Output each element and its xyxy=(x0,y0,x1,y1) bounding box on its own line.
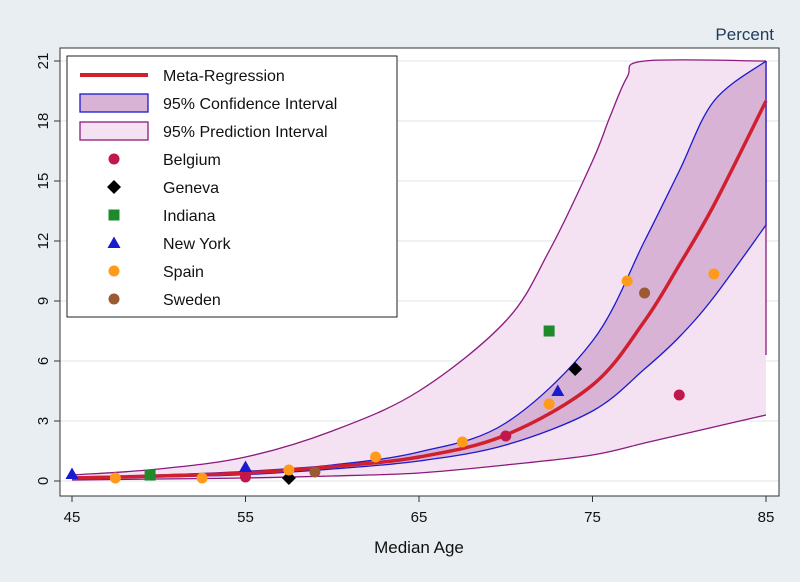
legend-label-pi: 95% Prediction Interval xyxy=(163,124,328,141)
point-new-york xyxy=(239,460,252,472)
y-tick-label: 15 xyxy=(35,173,52,190)
point-sweden xyxy=(309,466,321,478)
point-spain xyxy=(283,464,295,476)
point-new-york xyxy=(551,384,565,396)
point-geneva xyxy=(281,471,296,485)
x-tick-label: 65 xyxy=(411,509,428,526)
point-belgium xyxy=(240,471,251,483)
legend-label-series: Indiana xyxy=(163,208,216,225)
point-spain xyxy=(196,472,208,484)
legend-label-ci: 95% Confidence Interval xyxy=(163,96,337,113)
y-tick-label: 18 xyxy=(35,113,52,130)
point-new-york xyxy=(65,467,79,479)
confidence-interval-band xyxy=(72,61,766,479)
point-belgium xyxy=(673,389,685,401)
legend-marker-indiana xyxy=(108,209,120,221)
point-spain xyxy=(456,436,468,448)
point-spain xyxy=(109,472,121,484)
point-geneva xyxy=(568,362,583,376)
point-belgium xyxy=(500,430,512,442)
legend-marker-belgium xyxy=(108,153,120,165)
legend-label-regression: Meta-Regression xyxy=(163,68,285,85)
legend: Meta-Regression 95% Confidence Interval 95… xyxy=(66,55,398,318)
prediction-interval-upper xyxy=(71,59,767,476)
x-tick-label: 85 xyxy=(758,509,775,526)
point-indiana xyxy=(144,469,156,481)
point-spain xyxy=(370,451,382,463)
legend-marker-sweden xyxy=(108,293,120,305)
unit-label: Percent xyxy=(715,25,774,44)
x-tick-label: 55 xyxy=(237,509,254,526)
y-tick-label: 9 xyxy=(35,297,52,305)
y-tick-label: 6 xyxy=(35,357,52,365)
axes: 0 3 6 9 12 15 18 21 45 55 65 75 85 xyxy=(35,53,774,526)
legend-label-series: New York xyxy=(163,236,232,253)
point-spain xyxy=(543,398,555,410)
point-spain xyxy=(621,275,633,287)
legend-label-series: Geneva xyxy=(163,180,219,197)
y-tick-label: 0 xyxy=(35,477,52,485)
legend-label-series: Sweden xyxy=(163,292,221,309)
legend-swatch-ci xyxy=(79,93,149,113)
legend-label-series: Belgium xyxy=(163,152,221,169)
legend-marker-spain xyxy=(108,265,120,277)
legend-marker-new-york xyxy=(107,236,121,248)
prediction-interval-lower xyxy=(71,414,767,481)
legend-swatch-pi xyxy=(79,121,149,141)
y-tick-label: 21 xyxy=(35,53,52,70)
point-sweden xyxy=(639,287,651,299)
point-indiana xyxy=(543,325,555,337)
legend-label-series: Spain xyxy=(163,264,204,281)
x-axis-label: Median Age xyxy=(374,538,464,557)
y-tick-label: 3 xyxy=(35,417,52,425)
x-tick-label: 45 xyxy=(64,509,81,526)
legend-marker-geneva xyxy=(107,180,121,194)
y-tick-label: 12 xyxy=(35,233,52,250)
data-points xyxy=(65,268,720,485)
x-tick-label: 75 xyxy=(584,509,601,526)
point-spain xyxy=(708,268,720,280)
